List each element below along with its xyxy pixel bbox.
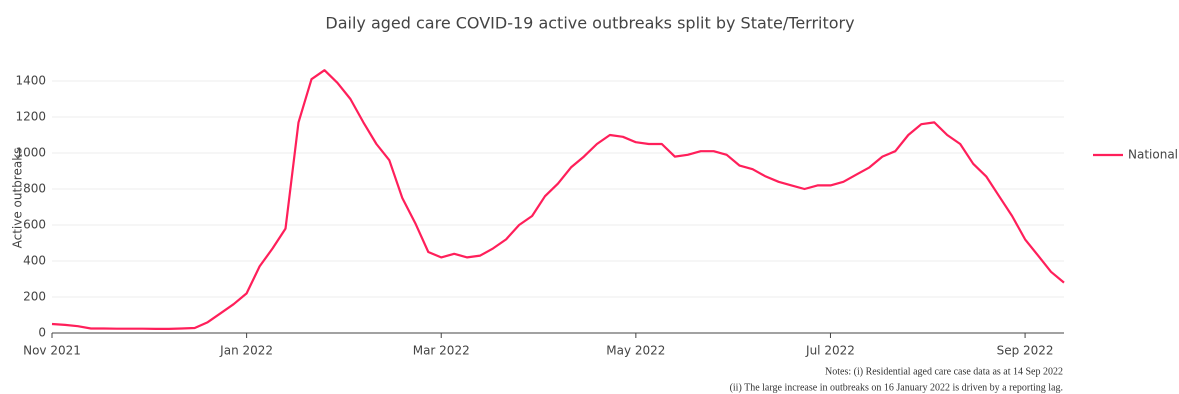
y-tick-label: 400 bbox=[23, 254, 46, 268]
x-tick-label: Sep 2022 bbox=[997, 344, 1054, 358]
y-tick-label: 800 bbox=[23, 182, 46, 196]
y-tick-label: 1200 bbox=[15, 110, 46, 124]
y-tick-label: 200 bbox=[23, 290, 46, 304]
legend-label: National bbox=[1128, 148, 1178, 162]
x-tick-label: Jan 2022 bbox=[219, 344, 273, 358]
y-tick-label: 1400 bbox=[15, 74, 46, 88]
y-tick-label: 600 bbox=[23, 218, 46, 232]
chart-title: Daily aged care COVID-19 active outbreak… bbox=[325, 14, 854, 33]
y-tick-label: 1000 bbox=[15, 146, 46, 160]
line bbox=[51, 69, 1065, 330]
note: Notes: (i) Residential aged care case da… bbox=[825, 366, 1063, 377]
x-tick-label: May 2022 bbox=[606, 344, 665, 358]
x-tick-label: Mar 2022 bbox=[413, 344, 470, 358]
x-tick-label: Nov 2021 bbox=[23, 344, 81, 358]
y-tick-label: 0 bbox=[38, 326, 46, 340]
x-tick-label: Jul 2022 bbox=[805, 344, 855, 358]
y-axis-label: Active outbreaks bbox=[11, 148, 25, 249]
note: (ii) The large increase in outbreaks on … bbox=[730, 382, 1063, 393]
